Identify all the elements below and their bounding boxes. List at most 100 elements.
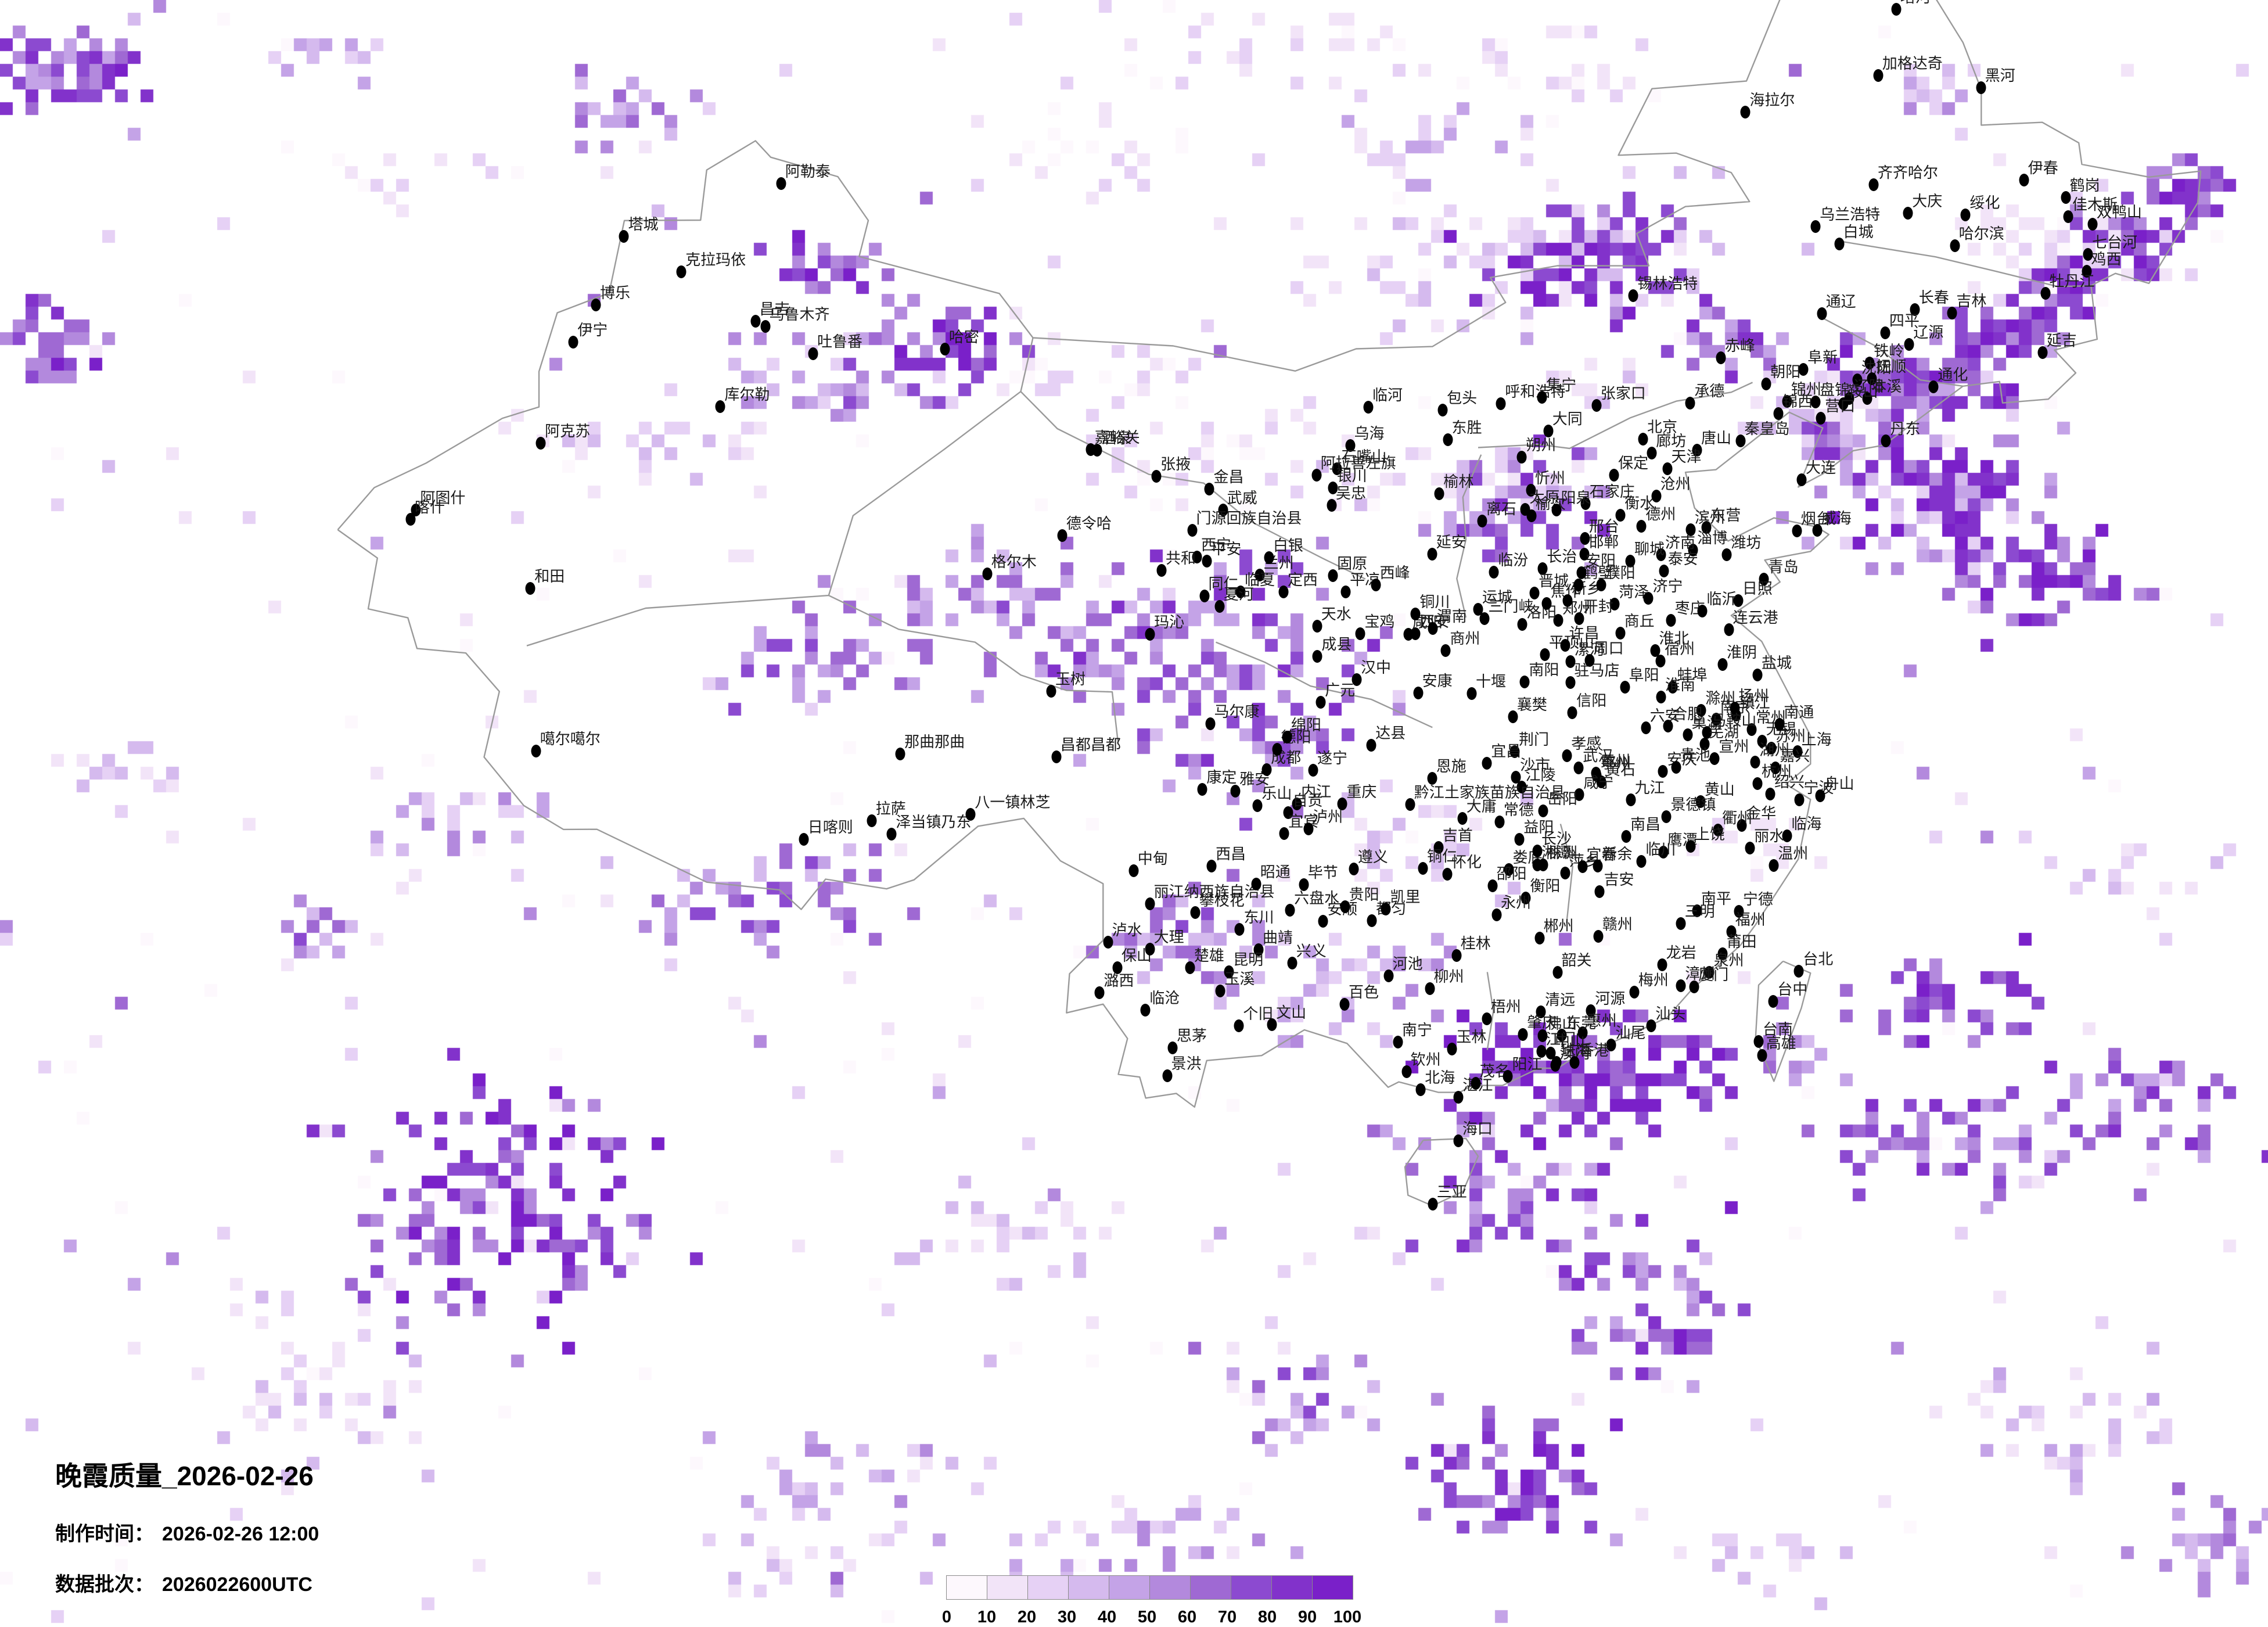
legend-tick-label: 60	[1177, 1608, 1197, 1626]
city-label: 九江	[1634, 779, 1665, 797]
city-label: 钦州	[1410, 1051, 1441, 1069]
city-label: 兴义	[1296, 942, 1327, 960]
city-dot	[1253, 943, 1264, 956]
city-label: 大同	[1552, 410, 1583, 428]
city-label: 苏州	[1775, 727, 1806, 745]
city-dot	[1562, 749, 1572, 763]
city-label: 景洪	[1171, 1054, 1202, 1072]
city-dot	[1278, 585, 1289, 598]
city-dot	[1661, 810, 1672, 823]
city-label: 衢州	[1722, 809, 1753, 827]
city-label: 十堰	[1475, 673, 1506, 691]
city-dot	[1721, 548, 1732, 562]
city-dot	[1596, 775, 1606, 789]
city-dot	[1683, 728, 1693, 741]
city-dot	[1145, 942, 1155, 956]
city-dot	[2082, 264, 2092, 278]
city-label: 咸宁	[1583, 773, 1614, 791]
city-label: 夏河	[1223, 586, 1254, 604]
city-dot	[1697, 604, 1708, 617]
city-dot	[2087, 217, 2098, 231]
island-outline-0	[1404, 1137, 1479, 1206]
city-dot	[1621, 829, 1631, 843]
city-label: 宜昌	[1491, 742, 1522, 760]
city-label: 阿拉善左旗	[1320, 454, 1396, 472]
city-label: 聊城	[1634, 540, 1665, 558]
city-dot	[715, 400, 725, 414]
city-label: 韶关	[1561, 951, 1592, 969]
city-dot	[1650, 644, 1660, 657]
city-dot	[1615, 509, 1626, 522]
city-dot	[1704, 965, 1715, 979]
city-label: 运城	[1482, 588, 1513, 606]
city-dot	[1609, 468, 1619, 482]
city-dot	[895, 747, 905, 760]
city-label: 郴州	[1543, 917, 1574, 935]
city-label: 酒泉	[1101, 429, 1132, 447]
city-label: 康定	[1206, 768, 1237, 786]
city-label: 辽阳	[1853, 377, 1884, 395]
city-label: 江门	[1545, 1030, 1576, 1048]
city-label: 台南	[1763, 1021, 1793, 1039]
city-label: 三亚	[1436, 1183, 1467, 1201]
city-dot	[1224, 965, 1234, 979]
city-label: 遵义	[1357, 848, 1388, 866]
legend-swatch	[1109, 1575, 1150, 1600]
city-label: 淄博	[1697, 529, 1728, 547]
city-label: 河池	[1392, 955, 1423, 973]
city-label: 台北	[1803, 950, 1834, 968]
city-label: 门源回族自治县	[1196, 509, 1302, 527]
city-label: 格尔木	[991, 553, 1037, 571]
city-label: 吉安	[1604, 870, 1634, 888]
city-dot	[1567, 706, 1577, 719]
city-dot	[1537, 391, 1547, 404]
city-dot	[1550, 1058, 1561, 1072]
city-label: 齐齐哈尔	[1877, 163, 1938, 181]
city-label: 厦门	[1698, 966, 1729, 984]
legend-swatch	[946, 1575, 987, 1600]
city-label: 合肥	[1672, 705, 1703, 723]
city-label: 西宁	[1201, 536, 1231, 554]
city-label: 固原	[1337, 555, 1368, 573]
city-label: 珠海	[1560, 1041, 1591, 1059]
city-label: 德令哈	[1066, 515, 1112, 533]
city-dot	[1287, 957, 1297, 970]
city-dot	[1230, 785, 1241, 798]
city-dot	[2063, 210, 2073, 223]
city-dot	[1810, 220, 1821, 233]
city-label: 乌兰浩特	[1820, 205, 1881, 223]
city-label: 佳木斯	[2072, 195, 2118, 213]
province-border-1	[828, 595, 1119, 745]
city-label: 鸡西	[2091, 250, 2122, 268]
city-dot	[1292, 798, 1302, 811]
city-dot	[1761, 378, 1771, 391]
city-dot	[1303, 823, 1314, 835]
city-dot	[1234, 1019, 1244, 1032]
city-label: 福州	[1735, 911, 1766, 929]
city-dot	[1586, 1004, 1596, 1018]
legend-swatches	[946, 1575, 1353, 1600]
city-dot	[1577, 860, 1588, 874]
city-dot	[1252, 799, 1263, 813]
city-dot	[1574, 612, 1584, 626]
city-dot	[1442, 868, 1453, 881]
city-label: 芜湖	[1709, 723, 1739, 741]
city-dot	[1479, 612, 1489, 626]
city-label: 邯郸	[1588, 533, 1619, 551]
page-title: 晚霞质量_2026-02-26	[55, 1461, 314, 1491]
city-dot	[1057, 529, 1067, 543]
batch-label: 数据批次：	[55, 1574, 154, 1596]
city-dot	[1579, 548, 1590, 561]
legend-tick-label: 50	[1137, 1608, 1157, 1626]
city-dot	[1206, 859, 1217, 872]
city-label: 临沂	[1706, 590, 1737, 608]
city-label: 楚雄	[1194, 947, 1224, 965]
city-label: 淮阴	[1727, 643, 1757, 661]
city-dot	[1418, 861, 1428, 875]
city-label: 双鸭山	[2096, 203, 2142, 221]
city-label: 攀枝花	[1199, 892, 1245, 910]
city-label: 沙市	[1520, 756, 1551, 774]
city-label: 噶尔噶尔	[540, 730, 601, 748]
city-label: 大庸	[1466, 798, 1497, 816]
